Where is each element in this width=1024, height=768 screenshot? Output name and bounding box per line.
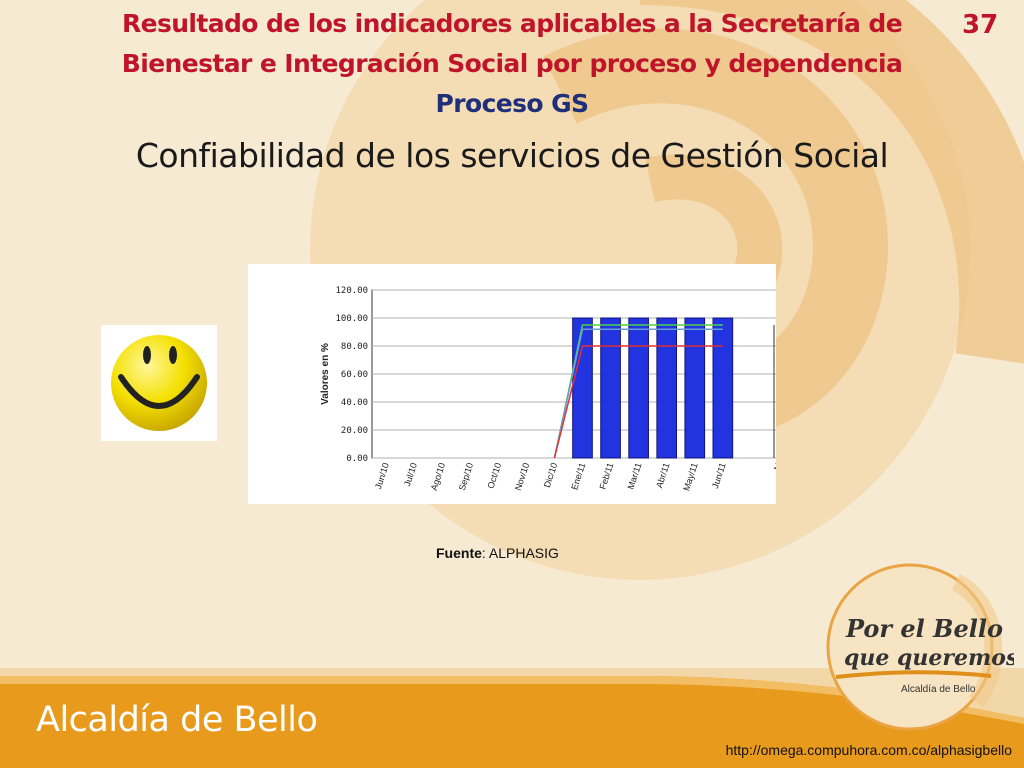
series-line [553,345,723,459]
slide-subtitle: Confiabilidad de los servicios de Gestió… [135,136,889,175]
logo-line-2: que queremos [844,645,1014,671]
x-tick-label: Mar/11 [626,462,644,491]
bar [712,317,734,459]
y-tick-label: 40.00 [341,398,368,408]
series-line [553,324,723,459]
bar [684,317,706,459]
x-tick-label: Jun/11 [710,462,728,490]
title-line-2: Bienestar e Integración Social por proce… [121,49,903,78]
x-tick-label: Ago/10 [429,462,447,492]
x-tick-label: Sep/10 [457,462,475,492]
y-tick-label: 120.00 [335,286,368,296]
title-line-1: Resultado de los indicadores aplicables … [121,9,903,38]
slide-title: Resultado de los indicadores aplicables … [60,4,964,124]
logo-tag: Alcaldía de Bello [901,684,976,695]
footer-brand: Alcaldía de Bello [36,700,318,740]
smiley-face-icon [101,325,217,441]
footer-url[interactable]: http://omega.compuhora.com.co/alphasigbe… [725,742,1012,758]
y-tick-label: 20.00 [341,426,368,436]
source-note: Fuente: ALPHASIG [436,545,559,561]
bar [628,317,649,459]
slide-number: 37 [962,10,999,40]
y-tick-label: 0.00 [346,454,368,464]
por-el-bello-logo: Por el Bello que queremos Alcaldía de Be… [826,563,1014,731]
x-tick-label: Oct/10 [485,462,503,490]
x-tick-label: Dic/10 [542,462,559,489]
bar-chart: 0.00 20.00 40.00 60.00 80.00 100.00 120.00 Valo… [320,286,776,493]
x-tick-label: Nov/10 [513,462,531,492]
y-tick-label: 100.00 [335,314,368,324]
series-line [553,328,723,459]
x-tick-label: Jul/10 [402,462,419,488]
source-label: Fuente [436,545,482,561]
bar [656,317,678,459]
x-tick-label: M [772,462,776,472]
x-tick-label: Ene/11 [569,462,587,492]
source-value: : ALPHASIG [481,545,559,561]
y-tick-label: 60.00 [341,370,368,380]
bar [572,317,593,459]
x-tick-label: Abr/11 [654,462,672,490]
chart-panel: 0.00 20.00 40.00 60.00 80.00 100.00 120.00 Valo… [248,264,776,504]
x-tick-label: Feb/11 [598,462,616,491]
logo-line-1: Por el Bello [845,614,1003,643]
process-label: Proceso GS [435,89,589,118]
y-axis-label: Valores en % [320,343,331,405]
y-tick-label: 80.00 [341,342,368,352]
x-tick-label: Jun/10 [373,462,391,491]
x-tick-label: May/11 [681,462,699,493]
bar [600,317,621,459]
